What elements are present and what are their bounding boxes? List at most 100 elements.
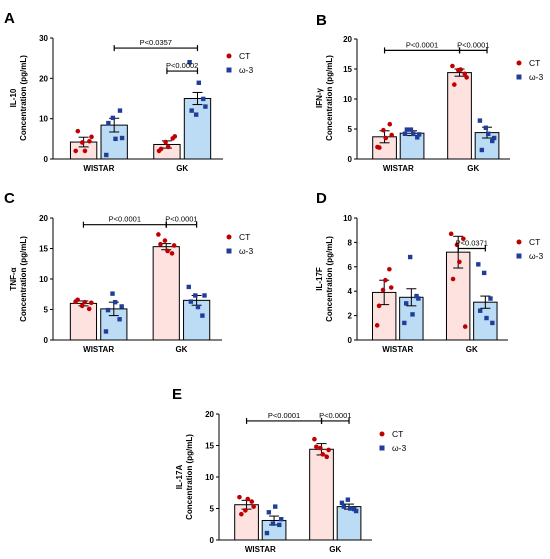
- data-point: [312, 436, 317, 442]
- data-point: [270, 521, 276, 526]
- data-point: [237, 494, 242, 500]
- p-value-label: P<0.0001: [457, 40, 489, 49]
- data-point: [377, 145, 382, 150]
- y-tick-label: 0: [210, 536, 215, 545]
- legend-label: ω-3: [239, 65, 253, 75]
- data-point: [172, 134, 178, 139]
- y-tick-label: 15: [343, 65, 352, 74]
- legend-label: CT: [529, 58, 540, 68]
- data-point: [110, 115, 116, 121]
- bar: [309, 448, 334, 541]
- y-axis-label: IL-17FConcentration (pg/mL): [315, 236, 334, 322]
- y-tick-label: 20: [205, 410, 214, 419]
- legend-label: CT: [239, 232, 250, 242]
- panel-c: C TNF-αConcentration (pg/mL) 0 5 10 15 20 WISTA…: [4, 190, 253, 354]
- data-point: [202, 293, 207, 298]
- x-category-label: GK: [175, 345, 187, 354]
- data-point: [320, 452, 326, 457]
- data-point: [187, 60, 192, 65]
- bar: [447, 72, 472, 160]
- y-tick-label: 8: [348, 238, 353, 247]
- y-tick-label: 5: [44, 306, 49, 315]
- p-value-label: P<0.0002: [166, 61, 198, 70]
- data-point: [106, 120, 111, 126]
- data-point: [171, 243, 177, 248]
- y-axis-label-line: Concentration (pg/mL): [185, 434, 194, 520]
- data-point: [165, 248, 170, 254]
- panel-d: D IL-17FConcentration (pg/mL) 0 2 4 6 8 10 WISTA…: [315, 190, 543, 354]
- x-category-label: GK: [176, 164, 188, 173]
- data-point: [201, 96, 206, 102]
- data-point: [348, 506, 353, 511]
- data-point: [117, 108, 123, 113]
- data-point: [389, 132, 394, 138]
- data-point: [75, 297, 80, 303]
- x-category-label: GK: [467, 164, 479, 173]
- data-point: [89, 134, 94, 140]
- data-point: [345, 497, 351, 502]
- y-axis-label: IL-17AConcentration (pg/mL): [175, 434, 194, 520]
- x-category-label: WISTAR: [382, 345, 413, 354]
- y-axis-label-line: IFN-γ: [315, 87, 324, 108]
- data-point: [416, 132, 422, 137]
- data-point: [479, 147, 485, 153]
- legend-label: ω-3: [239, 246, 253, 256]
- legend-label: ω-3: [529, 72, 543, 82]
- y-tick-label: 10: [205, 473, 214, 482]
- y-tick-label: 0: [44, 336, 49, 345]
- data-point: [266, 510, 272, 515]
- data-point: [483, 125, 489, 130]
- y-tick-label: 2: [348, 312, 353, 321]
- data-point: [188, 299, 194, 304]
- data-point: [189, 108, 194, 113]
- data-point: [314, 444, 319, 450]
- bar: [399, 132, 425, 160]
- y-tick-label: 30: [39, 34, 48, 43]
- data-point: [458, 67, 464, 72]
- p-value-label: P<0.0001: [319, 411, 351, 420]
- y-axis-label-line: IL-17F: [315, 267, 324, 291]
- legend-marker: [226, 53, 232, 59]
- data-point: [117, 317, 122, 322]
- data-point: [79, 303, 85, 309]
- p-value-label: P<0.0357: [140, 38, 172, 47]
- data-point: [165, 144, 171, 150]
- data-point: [110, 291, 115, 296]
- y-axis-label-line: TNF-α: [9, 267, 18, 290]
- data-point: [387, 121, 393, 127]
- data-point: [88, 300, 94, 306]
- data-point: [448, 231, 454, 237]
- data-point: [186, 284, 191, 290]
- data-point: [200, 313, 205, 318]
- legend-marker: [516, 239, 522, 245]
- p-value-label: P<0.0001: [268, 411, 300, 420]
- legend-marker: [226, 248, 232, 254]
- data-point: [484, 315, 489, 321]
- y-axis-label-line: Concentration (pg/mL): [19, 236, 28, 322]
- data-point: [119, 135, 125, 141]
- data-point: [243, 508, 248, 513]
- data-point: [486, 131, 491, 136]
- data-point: [411, 131, 416, 136]
- legend-label: CT: [392, 429, 403, 439]
- legend-label: ω-3: [392, 443, 406, 453]
- y-axis-label: IFN-γConcentration (pg/mL): [315, 55, 334, 141]
- data-point: [383, 135, 389, 141]
- data-point: [195, 304, 201, 310]
- data-point: [353, 508, 359, 514]
- data-point: [86, 306, 92, 312]
- panel-b: B IFN-γConcentration (pg/mL) 0 5 10 15 20 WISTA…: [315, 12, 543, 173]
- data-point: [477, 118, 483, 123]
- data-point: [404, 127, 410, 132]
- panel-letter: D: [316, 190, 327, 207]
- p-value-label: P<0.0371: [456, 239, 488, 248]
- data-point: [462, 324, 468, 329]
- data-point: [402, 320, 407, 326]
- data-point: [245, 496, 251, 502]
- y-tick-label: 5: [210, 505, 215, 514]
- data-point: [75, 128, 81, 134]
- data-point: [82, 299, 88, 305]
- data-point: [388, 285, 394, 290]
- data-point: [105, 307, 111, 313]
